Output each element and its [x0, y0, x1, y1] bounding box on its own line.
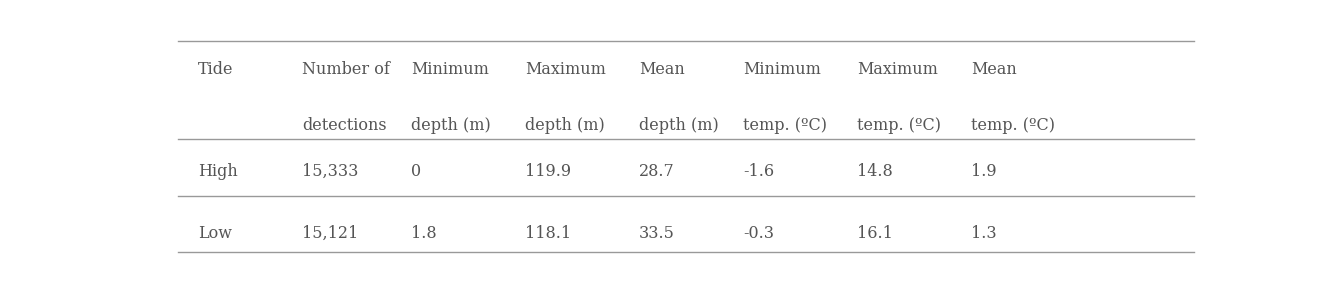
Text: depth (m): depth (m)	[524, 117, 605, 134]
Text: Minimum: Minimum	[411, 61, 488, 78]
Text: 14.8: 14.8	[856, 163, 892, 180]
Text: 1.8: 1.8	[411, 225, 436, 242]
Text: Mean: Mean	[971, 61, 1017, 78]
Text: depth (m): depth (m)	[411, 117, 491, 134]
Text: 1.3: 1.3	[971, 225, 997, 242]
Text: 15,333: 15,333	[302, 163, 359, 180]
Text: 33.5: 33.5	[640, 225, 674, 242]
Text: 119.9: 119.9	[524, 163, 571, 180]
Text: Maximum: Maximum	[524, 61, 606, 78]
Text: Tide: Tide	[198, 61, 234, 78]
Text: -1.6: -1.6	[743, 163, 773, 180]
Text: High: High	[198, 163, 238, 180]
Text: Number of: Number of	[302, 61, 389, 78]
Text: 118.1: 118.1	[524, 225, 571, 242]
Text: temp. (ºC): temp. (ºC)	[971, 117, 1054, 134]
Text: -0.3: -0.3	[743, 225, 773, 242]
Text: 0: 0	[411, 163, 421, 180]
Text: temp. (ºC): temp. (ºC)	[856, 117, 941, 134]
Text: depth (m): depth (m)	[640, 117, 719, 134]
Text: Mean: Mean	[640, 61, 685, 78]
Text: Minimum: Minimum	[743, 61, 820, 78]
Text: 16.1: 16.1	[856, 225, 892, 242]
Text: 1.9: 1.9	[971, 163, 997, 180]
Text: 28.7: 28.7	[640, 163, 674, 180]
Text: Maximum: Maximum	[856, 61, 938, 78]
Text: 15,121: 15,121	[302, 225, 359, 242]
Text: Low: Low	[198, 225, 233, 242]
Text: detections: detections	[302, 117, 387, 134]
Text: temp. (ºC): temp. (ºC)	[743, 117, 827, 134]
